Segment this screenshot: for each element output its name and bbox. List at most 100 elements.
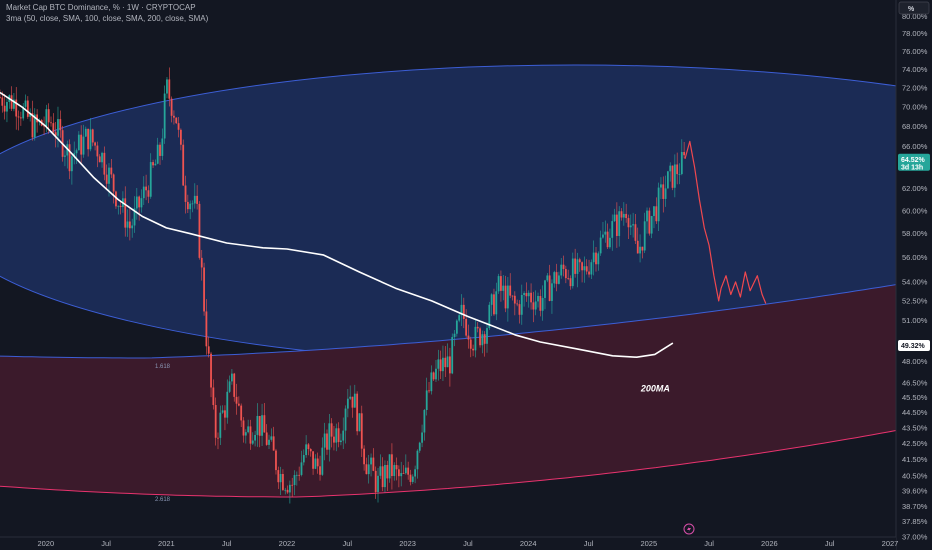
candle-body bbox=[511, 295, 514, 297]
candle-body bbox=[435, 368, 437, 380]
lightning-icon-bolt[interactable] bbox=[687, 525, 691, 533]
candle-body bbox=[669, 165, 672, 172]
candle bbox=[305, 435, 308, 458]
candle-body bbox=[295, 474, 298, 476]
candle bbox=[312, 451, 314, 475]
candle bbox=[284, 487, 287, 495]
lightning-icon[interactable] bbox=[683, 523, 695, 535]
candle bbox=[24, 94, 27, 110]
lightning-icon-circle[interactable] bbox=[683, 523, 695, 535]
candle bbox=[611, 214, 614, 251]
candle-body bbox=[449, 356, 451, 374]
candle bbox=[242, 417, 245, 443]
candle bbox=[117, 205, 120, 215]
candle bbox=[258, 415, 261, 448]
candle bbox=[186, 194, 189, 213]
candle-body bbox=[678, 174, 681, 175]
x-tick-label: 2021 bbox=[158, 539, 175, 548]
y-tick-label: 51.00% bbox=[902, 316, 928, 325]
candle bbox=[159, 142, 161, 165]
candle bbox=[333, 425, 335, 451]
candle bbox=[474, 319, 477, 358]
candle-body bbox=[560, 264, 563, 276]
candle bbox=[363, 445, 365, 471]
candle-body bbox=[386, 465, 389, 479]
candle bbox=[279, 466, 282, 496]
candle-body bbox=[13, 99, 15, 109]
candle-body bbox=[455, 320, 458, 334]
candle bbox=[606, 223, 609, 250]
candle-body bbox=[96, 145, 99, 157]
candle bbox=[455, 319, 458, 337]
scale-mode-button[interactable]: % bbox=[898, 1, 930, 15]
candle bbox=[516, 299, 519, 307]
candle bbox=[372, 448, 375, 472]
candle bbox=[453, 329, 456, 347]
candle-body bbox=[428, 390, 430, 392]
candle bbox=[326, 429, 328, 455]
x-tick-label: Jul bbox=[463, 539, 473, 548]
candle bbox=[539, 289, 542, 317]
candle-body bbox=[374, 470, 377, 493]
candle-body bbox=[592, 252, 595, 263]
candle-body bbox=[22, 106, 25, 119]
candle bbox=[625, 203, 628, 223]
candle-body bbox=[609, 237, 611, 248]
candle bbox=[228, 375, 231, 393]
candle-body bbox=[418, 442, 421, 451]
candle bbox=[546, 273, 549, 283]
candle bbox=[527, 290, 530, 308]
candle bbox=[365, 457, 368, 475]
ma-price-badge-box bbox=[898, 340, 930, 351]
candle-body bbox=[493, 294, 495, 315]
candle-body bbox=[472, 348, 474, 351]
candle bbox=[400, 461, 403, 487]
candle-body bbox=[676, 164, 679, 175]
candle-body bbox=[112, 174, 115, 192]
candle-body bbox=[365, 464, 368, 475]
candle-body bbox=[314, 458, 317, 469]
candle bbox=[509, 273, 512, 299]
candle bbox=[428, 381, 430, 394]
candle-body bbox=[43, 125, 45, 127]
candle bbox=[581, 261, 583, 283]
candle bbox=[282, 469, 284, 492]
candle-body bbox=[140, 198, 143, 208]
candle-body bbox=[89, 129, 92, 150]
candle bbox=[337, 422, 340, 448]
candle bbox=[77, 131, 80, 151]
candle-body bbox=[602, 234, 604, 238]
candle bbox=[660, 177, 662, 200]
candle-body bbox=[214, 405, 217, 438]
candle bbox=[94, 141, 96, 151]
candle-body bbox=[384, 465, 386, 488]
candle-body bbox=[247, 426, 250, 433]
candle-body bbox=[103, 152, 106, 175]
candle bbox=[224, 405, 226, 431]
x-tick-label: 2027 bbox=[882, 539, 899, 548]
candle-body bbox=[451, 337, 454, 374]
candle bbox=[557, 271, 560, 285]
candle-body bbox=[193, 195, 196, 204]
candle bbox=[346, 389, 349, 418]
x-tick-label: Jul bbox=[222, 539, 232, 548]
candle-body bbox=[75, 150, 78, 154]
candle-body bbox=[486, 328, 488, 344]
candle-body bbox=[31, 113, 34, 138]
candle bbox=[483, 331, 486, 357]
y-tick-label: 68.00% bbox=[902, 122, 928, 131]
candle bbox=[265, 424, 268, 446]
scale-mode-button-box[interactable] bbox=[898, 1, 930, 15]
candle bbox=[70, 155, 73, 185]
candle bbox=[351, 396, 354, 418]
candle-body bbox=[576, 259, 579, 274]
candle bbox=[564, 265, 567, 284]
candle bbox=[530, 283, 532, 310]
candle bbox=[446, 343, 449, 368]
candle-body bbox=[523, 293, 526, 295]
candle bbox=[462, 297, 465, 329]
candle-body bbox=[291, 484, 294, 486]
candle-body bbox=[219, 412, 222, 438]
scale-mode-label[interactable]: % bbox=[908, 6, 915, 13]
candle-body bbox=[632, 224, 635, 226]
